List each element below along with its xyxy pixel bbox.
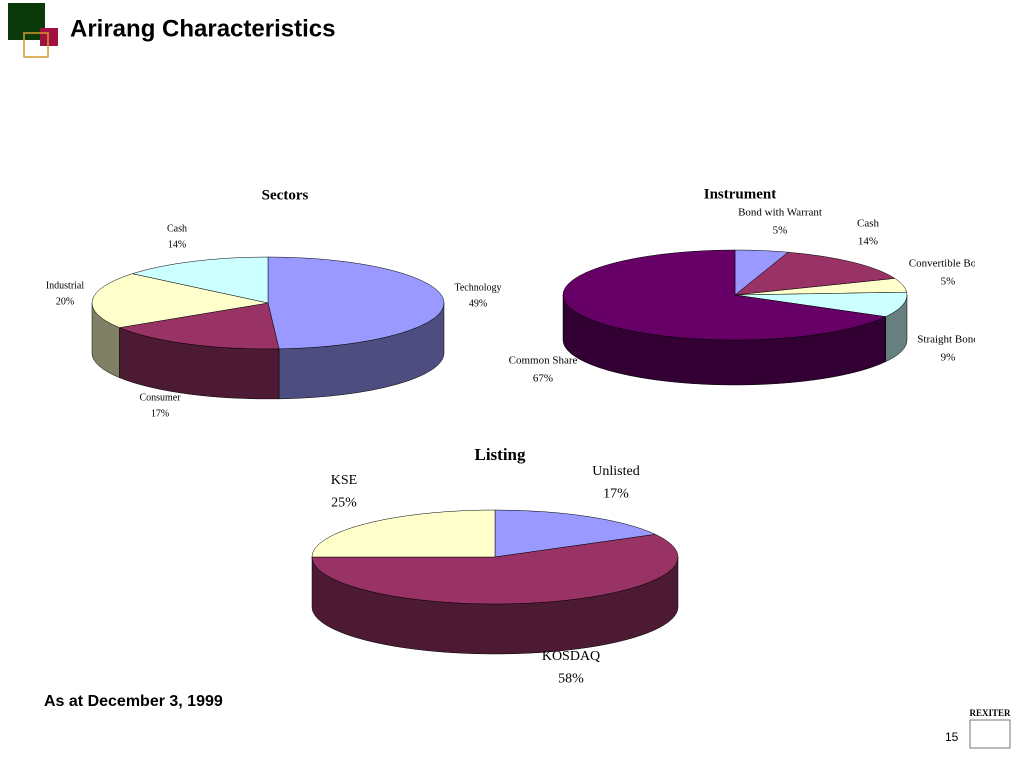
pie-chart: Sectors Technology 49% Consumer 17% Industria… <box>46 187 502 419</box>
slice-value-label: 25% <box>331 495 357 510</box>
slice-label: KOSDAQ <box>542 649 600 664</box>
logo-square <box>8 3 45 40</box>
slice-label: Consumer <box>139 392 181 403</box>
pie-slice <box>131 256 269 304</box>
pie-chart: Listing Unlisted 17% KOSDAQ 58% KSE 25% <box>311 445 679 686</box>
slice-label: Cash <box>857 218 880 230</box>
pie-slice <box>118 302 280 350</box>
slide-title: Arirang Characteristics <box>70 15 335 42</box>
slice-label: KSE <box>331 473 357 488</box>
slice-label: Straight Bond <box>917 334 979 346</box>
slice-label: Convertible Bond <box>909 258 988 270</box>
footnote: As at December 3, 1999 <box>44 693 223 710</box>
charts: Sectors Technology 49% Consumer 17% Industria… <box>46 186 988 686</box>
pie-slice <box>494 509 657 558</box>
slice-value-label: 17% <box>603 486 629 501</box>
pie-slice <box>734 251 896 296</box>
pie-slice <box>734 291 908 317</box>
chart-title: Listing <box>474 445 526 464</box>
pie-tops <box>91 256 445 350</box>
pie-tops <box>562 249 908 341</box>
slice-value-label: 20% <box>56 296 74 307</box>
slice-value-label: 14% <box>168 239 186 250</box>
slice-value-label: 14% <box>858 235 878 247</box>
slice-value-label: 5% <box>773 224 788 236</box>
slice-label: Common Share <box>509 355 578 367</box>
pie-chart: Instrument Bond with Warrant 5% Cash 14% Conv… <box>509 186 988 386</box>
slice-value-label: 17% <box>151 408 169 419</box>
pie-sides <box>91 302 445 400</box>
chart-title: Sectors <box>262 187 309 203</box>
logo-square <box>23 32 49 58</box>
logo-text: REXITER <box>969 708 1011 718</box>
slice-value-label: 9% <box>941 351 956 363</box>
slice-value-label: 67% <box>533 372 553 384</box>
logo-frame <box>969 719 1011 749</box>
pie-slice <box>311 509 496 558</box>
slice-label: Technology <box>454 282 501 293</box>
pie-slice <box>267 256 445 350</box>
slice-label: Industrial <box>46 280 85 291</box>
logo-square <box>40 28 58 46</box>
slice-value-label: 58% <box>558 671 584 686</box>
page-number: 15 <box>945 730 959 744</box>
pie-tops <box>311 509 679 605</box>
slice-label: Unlisted <box>592 464 639 479</box>
slice-value-label: 49% <box>469 298 487 309</box>
chart-title: Instrument <box>704 186 777 202</box>
pie-slice <box>311 534 679 605</box>
slice-value-label: 5% <box>941 275 956 287</box>
slice-label: Cash <box>167 223 187 234</box>
pie-slice <box>91 273 269 328</box>
slice-label: Bond with Warrant <box>738 207 822 219</box>
pie-slice <box>562 249 887 341</box>
